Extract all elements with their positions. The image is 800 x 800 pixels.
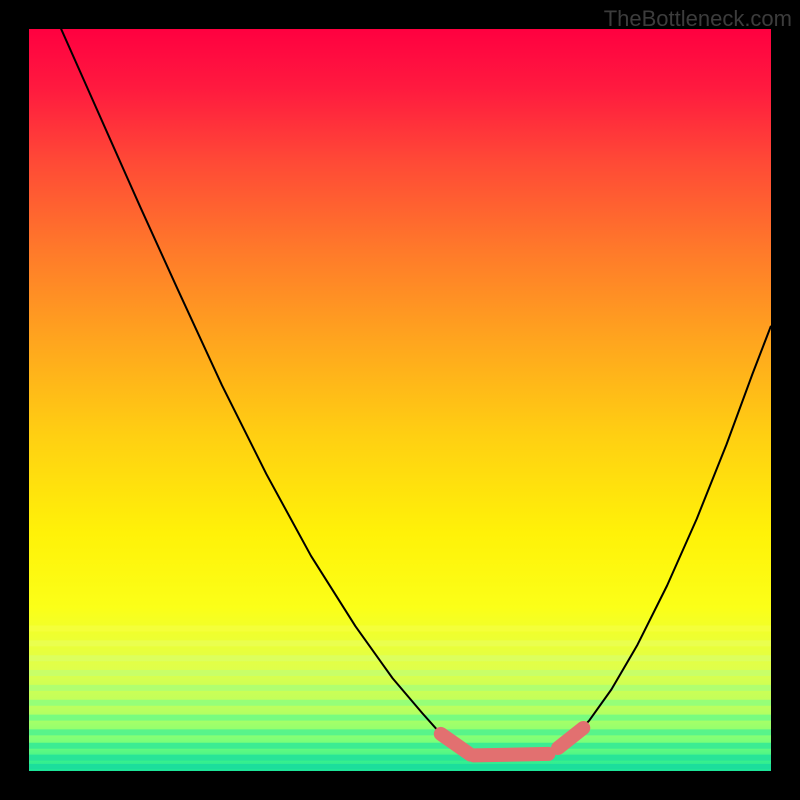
chart-svg bbox=[29, 29, 771, 771]
highlight-segment bbox=[474, 754, 548, 755]
chart-container: TheBottleneck.com bbox=[0, 0, 800, 800]
plot-area bbox=[29, 29, 771, 771]
watermark-label: TheBottleneck.com bbox=[604, 6, 792, 32]
